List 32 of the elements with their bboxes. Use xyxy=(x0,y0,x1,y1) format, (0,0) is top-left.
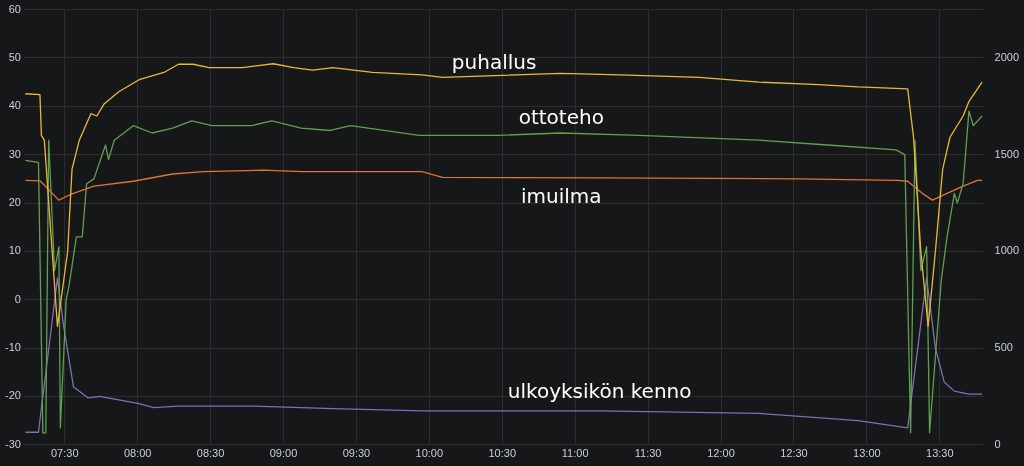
y2-tick-label: 1500 xyxy=(994,147,1020,160)
y-tick-label: 40 xyxy=(8,99,21,112)
x-tick-label: 10:00 xyxy=(415,447,444,460)
x-tick-label: 13:30 xyxy=(926,447,954,460)
x-tick-label: 09:00 xyxy=(269,447,298,460)
y2-tick-label: 2000 xyxy=(994,50,1020,63)
series-label: puhallus xyxy=(451,49,537,74)
y-tick-label: -10 xyxy=(4,341,21,354)
x-tick-label: 07:30 xyxy=(50,447,79,460)
x-tick-label: 08:00 xyxy=(123,447,152,460)
y2-tick-label: 0 xyxy=(994,437,1001,450)
x-tick-label: 11:30 xyxy=(634,447,662,460)
y-tick-label: 0 xyxy=(14,292,21,305)
y-tick-label: 10 xyxy=(8,244,21,257)
y2-tick-label: 500 xyxy=(994,341,1013,354)
y2-tick-label: 1000 xyxy=(994,244,1020,257)
y-tick-label: 60 xyxy=(8,2,21,15)
y-tick-label: 50 xyxy=(8,50,21,63)
x-tick-label: 11:00 xyxy=(561,447,589,460)
x-tick-label: 12:00 xyxy=(707,447,735,460)
series-label: ulkoyksikön kenno xyxy=(507,379,692,404)
series-label: imuilma xyxy=(521,184,602,209)
x-tick-label: 12:30 xyxy=(780,447,808,460)
series-label: ottoteho xyxy=(518,105,604,130)
y-tick-label: -20 xyxy=(4,389,21,402)
x-tick-label: 08:30 xyxy=(196,447,225,460)
y-tick-label: 30 xyxy=(8,147,21,160)
x-tick-label: 09:30 xyxy=(342,447,371,460)
x-tick-label: 13:00 xyxy=(853,447,881,460)
y-tick-label: 20 xyxy=(8,196,21,209)
x-tick-label: 10:30 xyxy=(488,447,517,460)
y-tick-label: -30 xyxy=(4,437,21,450)
